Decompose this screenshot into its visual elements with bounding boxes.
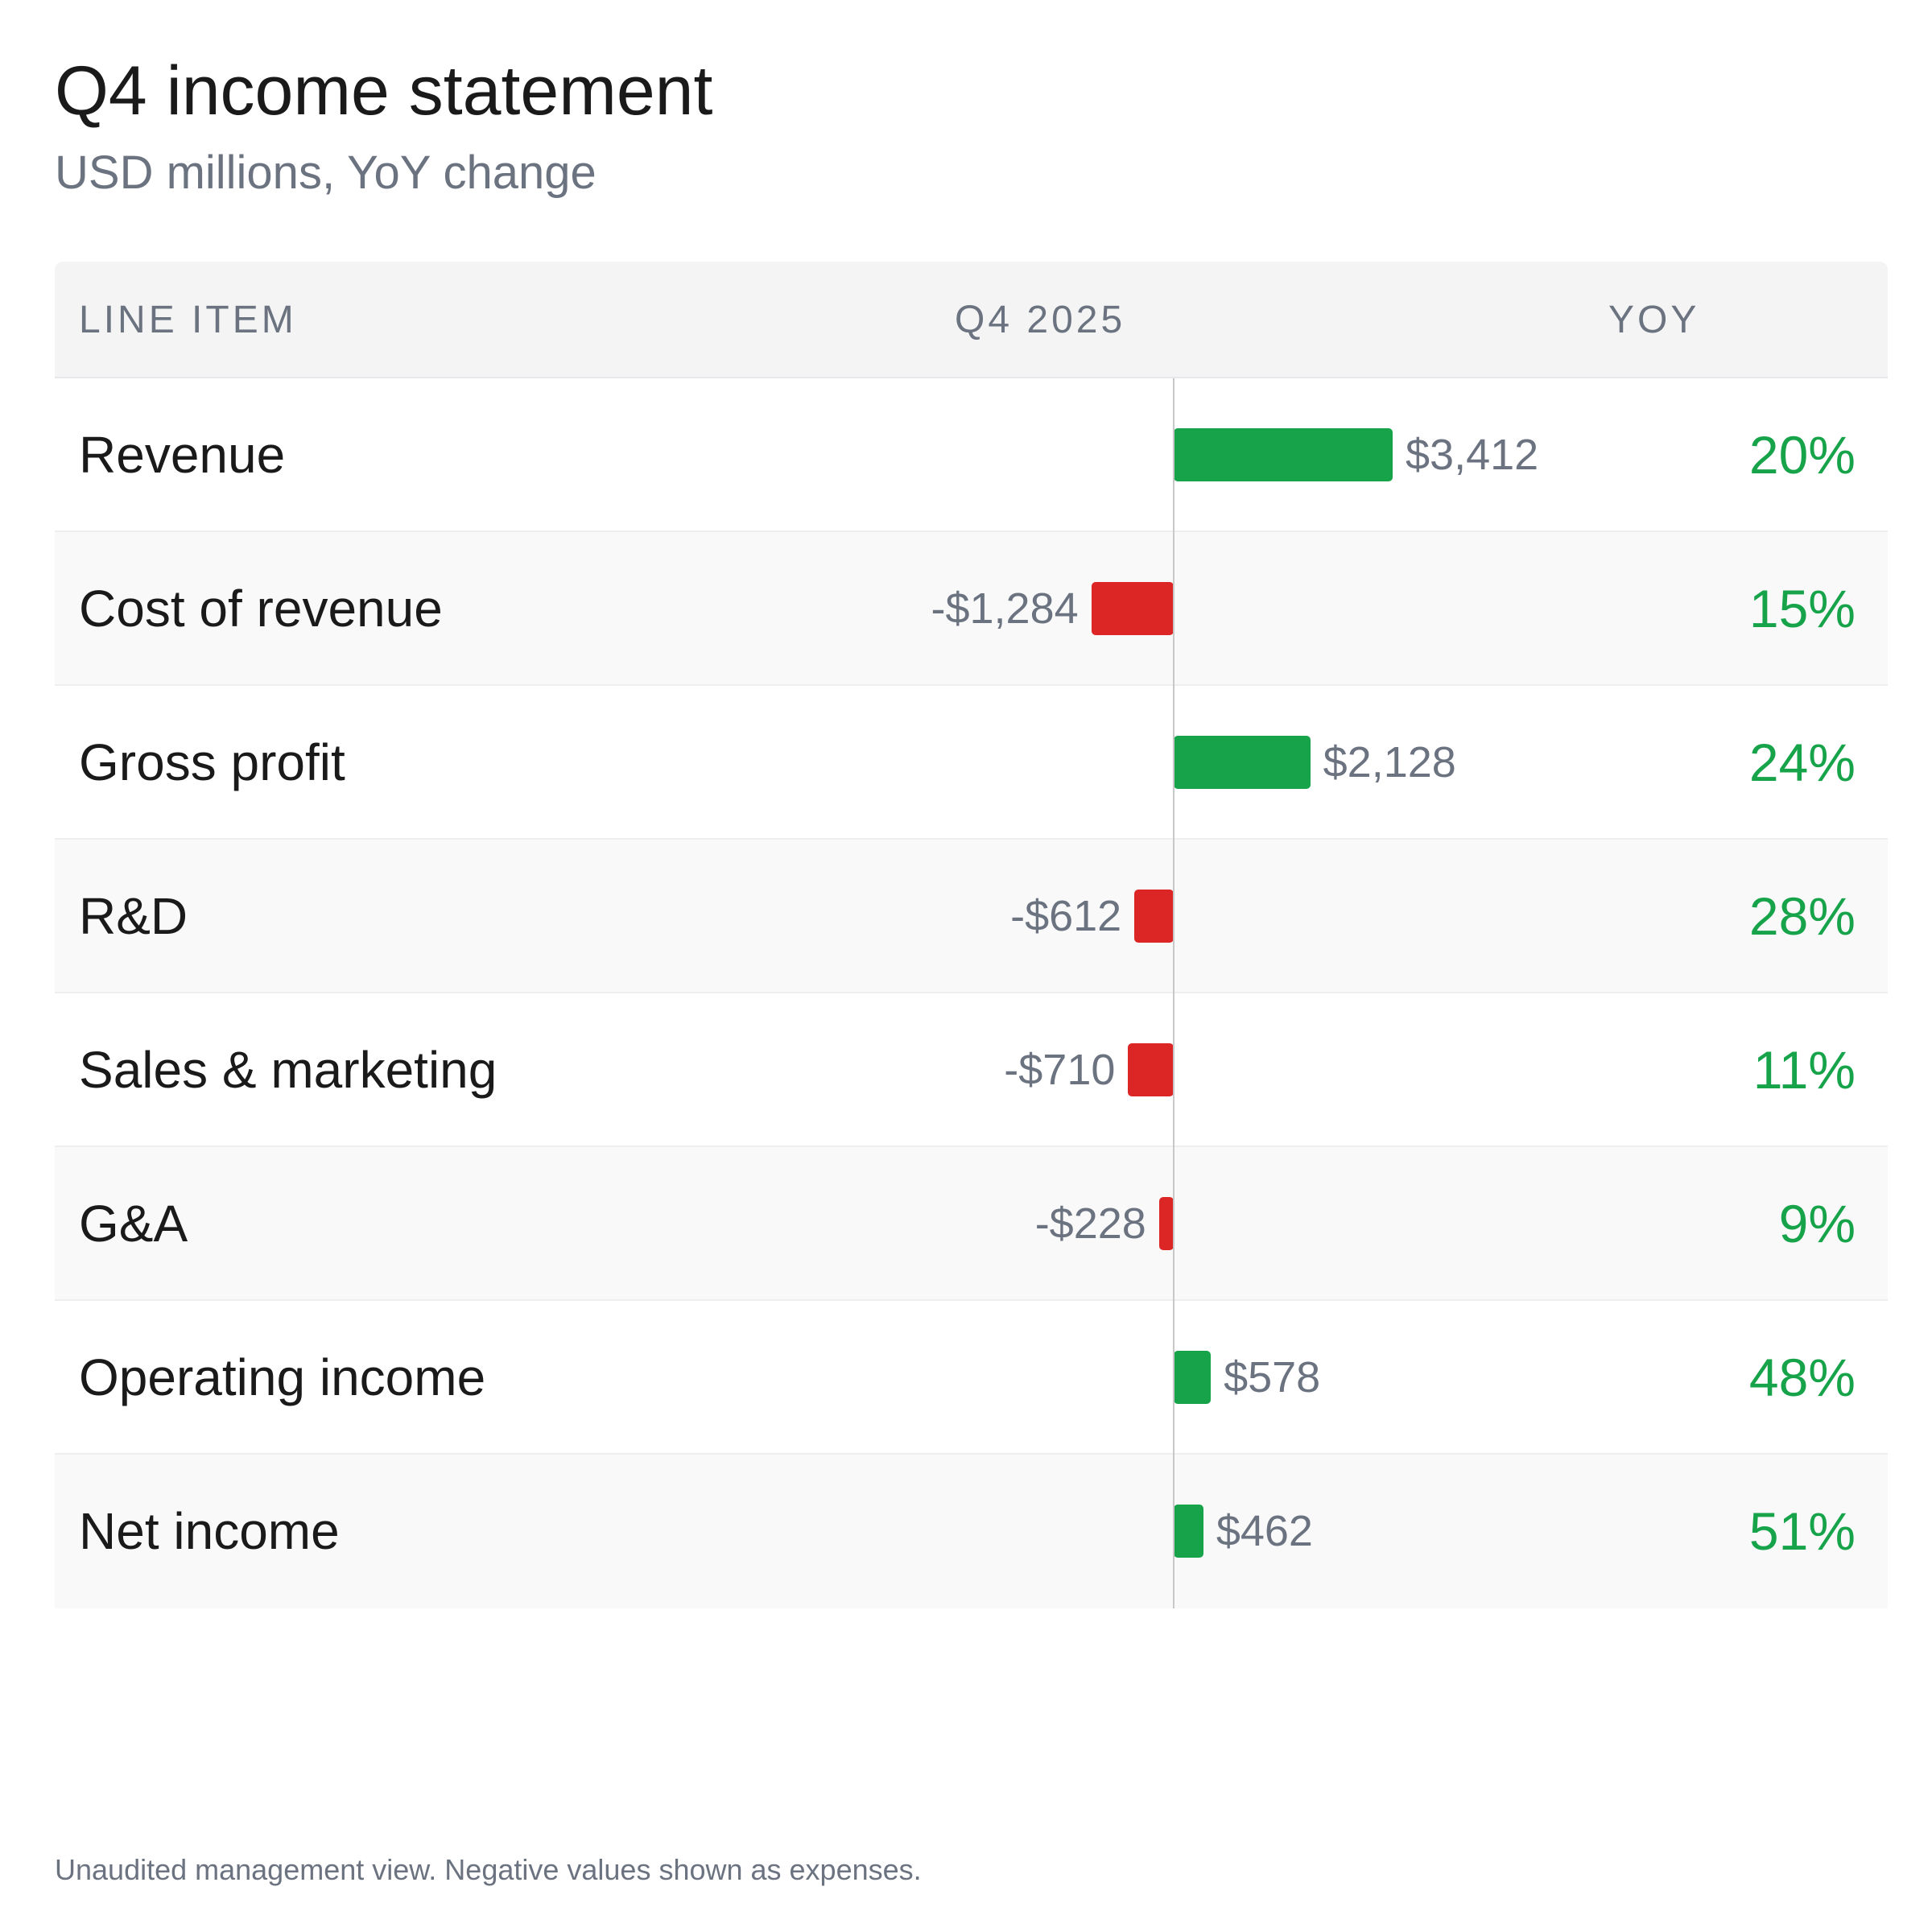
bar-value-label: -$1,284 xyxy=(931,584,1079,633)
table-body: Revenue $3,412 20% Cost of revenue -$1,284 15… xyxy=(55,378,1888,1608)
column-header-period: Q4 2025 xyxy=(955,299,1126,341)
bar-value-label: $578 xyxy=(1224,1353,1321,1402)
bar-value-label: -$710 xyxy=(1004,1046,1116,1094)
bar-value-label: $3,412 xyxy=(1406,431,1539,479)
column-header-line-item: LINE ITEM xyxy=(79,299,297,341)
bar-negative xyxy=(1158,1197,1174,1250)
yoy-change: 15% xyxy=(1748,579,1856,638)
bar-positive xyxy=(1174,1351,1212,1404)
bar-positive xyxy=(1174,1505,1203,1558)
column-header-yoy: YOY xyxy=(1608,299,1700,341)
bar-negative xyxy=(1128,1043,1174,1096)
table-row: R&D -$612 28% xyxy=(55,840,1888,993)
bar-positive xyxy=(1174,428,1393,481)
table-row: Operating income $578 48% xyxy=(55,1301,1888,1455)
line-item-label: R&D xyxy=(79,887,188,945)
yoy-change: 11% xyxy=(1752,1040,1856,1100)
yoy-change: 24% xyxy=(1748,733,1856,792)
yoy-change: 48% xyxy=(1748,1348,1856,1407)
bar-value-label: -$612 xyxy=(1010,892,1122,940)
bar-value-label: $462 xyxy=(1216,1507,1313,1555)
income-statement-table: LINE ITEM Q4 2025 YOY Revenue $3,412 20% Co… xyxy=(55,262,1888,1608)
bar-value-label: $2,128 xyxy=(1323,738,1456,786)
line-item-label: Sales & marketing xyxy=(79,1041,497,1099)
bar-negative xyxy=(1091,582,1174,635)
line-item-label: Net income xyxy=(79,1502,340,1560)
table-row: Gross profit $2,128 24% xyxy=(55,686,1888,840)
table-row: Revenue $3,412 20% xyxy=(55,378,1888,532)
page-subtitle: USD millions, YoY change xyxy=(55,147,597,199)
line-item-label: G&A xyxy=(79,1195,188,1253)
page-title: Q4 income statement xyxy=(55,52,713,130)
table-header: LINE ITEM Q4 2025 YOY xyxy=(55,262,1888,378)
zero-axis-line xyxy=(1173,378,1174,1608)
line-item-label: Gross profit xyxy=(79,733,345,791)
line-item-label: Revenue xyxy=(79,426,286,484)
bar-negative xyxy=(1134,890,1174,943)
table-row: Cost of revenue -$1,284 15% xyxy=(55,532,1888,686)
table-row: Net income $462 51% xyxy=(55,1455,1888,1608)
yoy-change: 28% xyxy=(1748,886,1856,946)
table-row: Sales & marketing -$710 11% xyxy=(55,993,1888,1147)
line-item-label: Cost of revenue xyxy=(79,580,443,638)
line-item-label: Operating income xyxy=(79,1348,486,1406)
bar-value-label: -$228 xyxy=(1034,1199,1146,1248)
yoy-change: 51% xyxy=(1748,1501,1856,1561)
table-row: G&A -$228 9% xyxy=(55,1147,1888,1301)
footnote: Unaudited management view. Negative valu… xyxy=(55,1853,922,1886)
yoy-change: 20% xyxy=(1748,425,1856,485)
yoy-change: 9% xyxy=(1778,1194,1856,1253)
bar-positive xyxy=(1174,736,1311,789)
